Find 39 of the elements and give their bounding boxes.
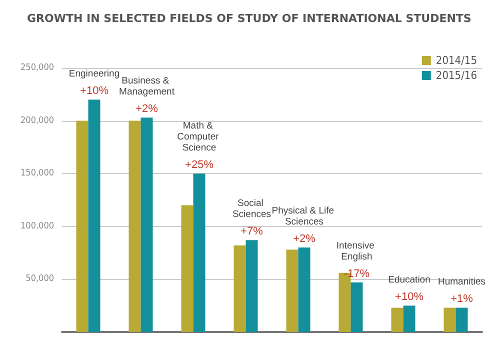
bar: [456, 308, 468, 332]
annotation: +10%: [80, 85, 109, 98]
x-tick-label: Math & Computer Science: [177, 120, 222, 154]
legend-label: 2014/15: [436, 54, 478, 67]
bar: [286, 250, 298, 332]
annotation: +7%: [240, 226, 264, 238]
y-tick-label: 250,000: [20, 63, 54, 73]
annotation: +1%: [450, 293, 474, 306]
bar: [350, 282, 363, 332]
annotation: +10%: [395, 291, 424, 304]
y-tick-label: 50,000: [26, 274, 54, 284]
bar: [181, 205, 194, 332]
bar: [128, 120, 141, 332]
bar: [444, 308, 456, 332]
x-tick-label: Education: [388, 274, 430, 286]
x-tick-label: Business & Management: [119, 76, 175, 98]
legend-label: 2015/16: [436, 69, 478, 82]
bar: [234, 245, 246, 332]
bar: [140, 118, 153, 332]
annotation: +25%: [185, 159, 214, 172]
bar: [193, 174, 206, 332]
annotation: +2%: [293, 233, 316, 246]
bar: [76, 120, 88, 332]
bar: [88, 100, 100, 332]
x-tick-label: Social Sciences: [232, 198, 272, 220]
x-tick-label: Humanities: [438, 276, 486, 288]
bar: [246, 240, 258, 332]
x-tick-label: Intensive English: [336, 240, 378, 262]
bar: [391, 308, 404, 332]
annotation: -17%: [344, 268, 370, 280]
x-tick-label: Physical & Life Sciences: [272, 206, 337, 228]
x-tick-label: Engineering: [68, 68, 120, 80]
annotation: +2%: [136, 103, 158, 116]
chart-title: GROWTH IN SELECTED FIELDS OF STUDY OF INTERNATIONAL STUDENTS: [27, 12, 472, 25]
y-tick-label: 200,000: [20, 116, 54, 126]
bar: [403, 306, 416, 332]
bar: [298, 248, 310, 332]
y-tick-label: 100,000: [20, 221, 54, 232]
y-tick-label: 150,000: [20, 168, 54, 179]
